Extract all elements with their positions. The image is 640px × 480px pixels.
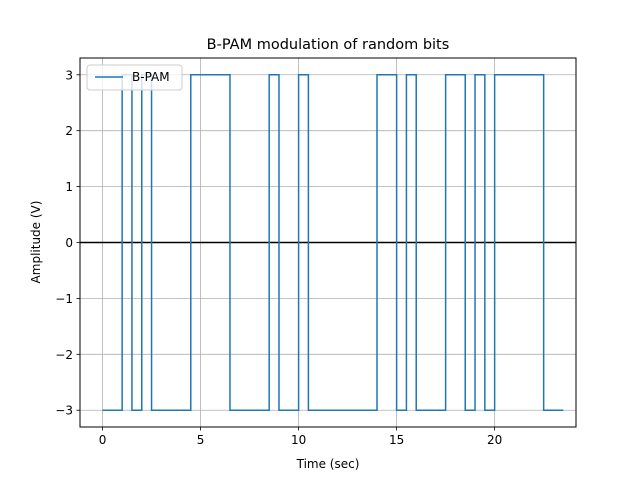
y-tick-label: 3	[65, 68, 73, 82]
x-tick-label: 20	[487, 433, 502, 447]
y-tick-label: 0	[65, 236, 73, 250]
y-axis-label: Amplitude (V)	[29, 201, 43, 284]
y-tick-label: −3	[55, 404, 73, 418]
y-tick-label: −1	[55, 292, 73, 306]
y-tick-label: 1	[65, 180, 73, 194]
legend-label: B-PAM	[132, 70, 170, 84]
x-tick-label: 0	[99, 433, 107, 447]
x-tick-label: 15	[389, 433, 404, 447]
y-tick-label: 2	[65, 124, 73, 138]
y-axis-ticks: −3 −2 −1 0 1 2 3	[55, 68, 80, 418]
legend: B-PAM	[86, 64, 183, 91]
chart-title: B-PAM modulation of random bits	[207, 37, 450, 53]
y-tick-label: −2	[55, 348, 73, 362]
x-axis-ticks: 0 5 10 15 20	[99, 427, 502, 447]
x-axis-label: Time (sec)	[296, 457, 360, 471]
legend-box	[86, 64, 183, 91]
x-tick-label: 10	[291, 433, 306, 447]
series-layer	[102, 74, 564, 411]
x-tick-label: 5	[197, 433, 205, 447]
series-line-b-pam	[102, 74, 564, 411]
